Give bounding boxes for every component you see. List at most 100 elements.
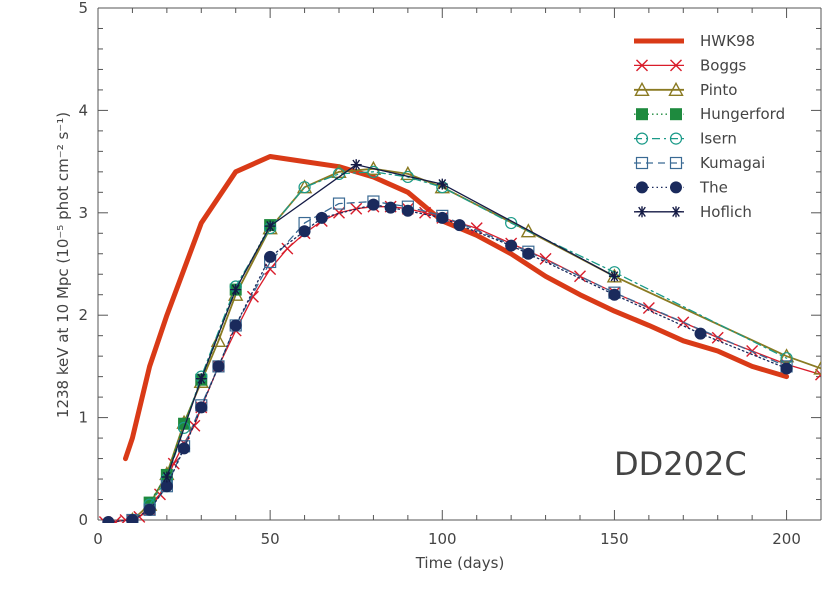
x-tick-label: 200 — [772, 530, 801, 548]
legend-marker-isern — [635, 132, 649, 145]
data-point-the — [384, 201, 397, 214]
marker-stroke — [419, 206, 432, 219]
data-point-hoflich — [436, 178, 448, 190]
x-tick-label: 50 — [261, 530, 280, 548]
legend-label-isern: Isern — [700, 130, 737, 148]
data-point-pinto — [210, 332, 227, 347]
data-point-boggs — [350, 202, 363, 215]
series-hoflich — [161, 159, 620, 483]
legend-label-pinto: Pinto — [700, 81, 737, 99]
legend-label-hwk98: HWK98 — [700, 32, 755, 50]
marker-stroke — [539, 252, 552, 265]
marker-stroke — [350, 202, 363, 215]
data-point-the — [608, 288, 621, 301]
x-tick-label: 0 — [93, 530, 103, 548]
y-tick-label: 5 — [78, 0, 88, 17]
data-point-the — [522, 247, 535, 260]
data-point-boggs — [815, 368, 821, 381]
x-axis-label: Time (days) — [415, 554, 505, 572]
legend-label-hoflich: Hoflich — [700, 203, 752, 221]
x-tick-label: 100 — [428, 530, 457, 548]
data-point-the — [178, 442, 191, 455]
marker-stroke — [711, 331, 724, 344]
legend-item-hoflich: Hoflich — [634, 203, 752, 221]
data-point-hoflich — [230, 284, 242, 296]
legend-marker-kumagai — [635, 156, 649, 170]
legend-marker-boggs — [636, 59, 648, 72]
legend-marker-hungerford — [636, 108, 648, 121]
data-point-the — [229, 319, 242, 332]
series-line-hungerford — [148, 224, 271, 504]
data-point-the — [212, 360, 225, 373]
legend-item-hwk98: HWK98 — [634, 32, 755, 50]
data-point-the — [505, 239, 518, 252]
legend-label-hungerford: Hungerford — [700, 105, 785, 123]
data-point-isern — [332, 167, 346, 180]
marker-stroke — [281, 242, 294, 255]
marker-stroke — [113, 516, 122, 523]
marker-stroke — [670, 59, 682, 72]
legend-item-the: The — [634, 178, 728, 196]
series-line-kumagai — [131, 200, 788, 521]
data-point-hoflich — [195, 373, 207, 385]
data-point-isern — [367, 165, 380, 178]
legend-marker-boggs — [670, 59, 682, 72]
data-point-kumagai — [332, 197, 346, 210]
legend-item-kumagai: Kumagai — [634, 154, 765, 172]
legend-marker-isern — [669, 132, 683, 145]
legend: HWK98 Boggs Pinto Hungerford Isern Kumagai The… — [634, 32, 785, 221]
data-point-the — [264, 250, 277, 263]
series-hwk98 — [123, 154, 790, 462]
series-the — [102, 198, 793, 523]
data-point-isern — [505, 216, 518, 230]
data-point-hoflich — [350, 159, 362, 171]
y-tick-label: 1 — [78, 409, 88, 427]
y-tick-label: 2 — [78, 306, 88, 324]
data-point-boggs — [281, 242, 294, 255]
data-point-the — [780, 362, 793, 375]
data-point-isern — [177, 421, 191, 434]
series-layer — [98, 154, 821, 523]
x-tick-label: 150 — [600, 530, 629, 548]
legend-label-kumagai: Kumagai — [700, 154, 765, 172]
data-point-boggs — [711, 331, 724, 344]
data-point-pinto — [813, 360, 821, 375]
data-point-pinto — [520, 223, 537, 238]
data-point-hoflich — [608, 270, 620, 282]
data-point-the — [143, 503, 156, 516]
y-tick-label: 0 — [78, 511, 88, 529]
data-point-the — [401, 204, 414, 217]
marker-stroke — [470, 222, 483, 235]
marker-stroke — [264, 263, 277, 276]
legend-marker-the — [636, 181, 648, 194]
legend-item-isern: Isern — [634, 130, 737, 148]
marker-stroke — [815, 368, 821, 376]
data-point-pinto — [778, 348, 795, 363]
legend-marker-hoflich — [670, 206, 682, 218]
data-point-the — [694, 327, 707, 340]
data-point-the — [315, 211, 328, 224]
series-line-the — [107, 203, 788, 523]
data-point-isern — [298, 181, 311, 194]
y-tick-label: 4 — [78, 101, 88, 119]
legend-marker-the — [670, 181, 682, 194]
legend-label-the: The — [699, 178, 728, 196]
data-point-the — [367, 198, 380, 211]
axes: 0 50 100 150 200 0 1 2 3 4 5 — [78, 0, 822, 548]
data-point-the — [298, 225, 311, 238]
legend-marker-hoflich — [636, 206, 648, 218]
data-point-pinto — [400, 165, 416, 181]
legend-item-pinto: Pinto — [634, 81, 737, 99]
marker-stroke — [636, 59, 648, 72]
legend-label-boggs: Boggs — [700, 56, 747, 74]
series-line-hwk98 — [123, 154, 790, 462]
data-point-the — [436, 211, 449, 224]
data-point-the — [126, 514, 139, 523]
data-point-the — [102, 516, 115, 523]
legend-marker-hungerford — [670, 108, 682, 121]
data-point-hoflich — [161, 471, 173, 483]
legend-item-boggs: Boggs — [634, 56, 747, 74]
data-point-the — [195, 401, 208, 414]
y-tick-label: 3 — [78, 204, 88, 222]
